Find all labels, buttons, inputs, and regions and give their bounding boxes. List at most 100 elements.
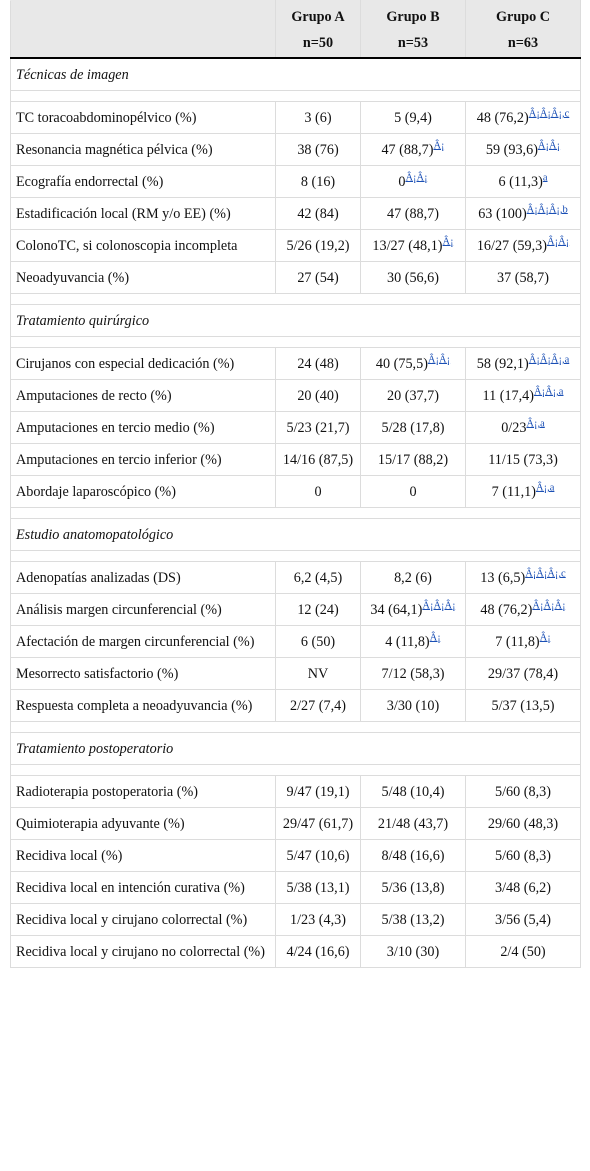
footnote-link[interactable]: Â¡,a <box>536 482 555 494</box>
cell-value: 11 (17,4) <box>482 388 535 404</box>
cell-value: 58 (92,1) <box>476 356 529 372</box>
table-row: Recidiva local en intención curativa (%)… <box>10 871 581 904</box>
section-row: Tratamiento quirúrgico <box>10 304 581 337</box>
row-label: Ecografía endorrectal (%) <box>10 165 276 198</box>
cell-value: 8 (16) <box>300 174 336 190</box>
cell-group-a: 14/16 (87,5) <box>275 443 361 476</box>
cell-group-a: 24 (48) <box>275 347 361 380</box>
cell-group-c: 29/60 (48,3) <box>465 807 581 840</box>
table-row: Cirujanos con especial dedicación (%) 24 … <box>10 347 581 380</box>
cell-value: 6 (50) <box>300 634 336 650</box>
cell-value: 34 (64,1) <box>370 602 423 618</box>
table-row: Mesorrecto satisfactorio (%) NV 7/12 (58,3… <box>10 657 581 690</box>
cell-value: 16/27 (59,3) <box>476 238 547 254</box>
footnote-link[interactable]: Â¡Â¡ <box>537 140 561 152</box>
cell-value: 2/4 (50) <box>500 944 546 960</box>
cell-group-a: 2/27 (7,4) <box>275 689 361 722</box>
cell-value: 27 (54) <box>297 270 339 286</box>
cell-group-a: 6 (50) <box>275 625 361 658</box>
cell-value: 4/24 (16,6) <box>286 944 350 960</box>
cell-value: 15/17 (88,2) <box>377 452 449 468</box>
cell-group-a: 5/38 (13,1) <box>275 871 361 904</box>
footnote-link[interactable]: Â¡Â¡Â¡,b <box>526 204 568 216</box>
cell-group-c: 58 (92,1)Â¡Â¡Â¡,a <box>465 347 581 380</box>
footnote-link[interactable]: Â¡ <box>433 140 445 152</box>
footnote-link[interactable]: Â¡ <box>539 632 551 644</box>
table-row: Abordaje laparoscópico (%) 0 0 7 (11,1)Â¡,a <box>10 475 581 508</box>
cell-group-b: 8/48 (16,6) <box>360 839 466 872</box>
cell-value: 7/12 (58,3) <box>381 666 445 682</box>
cell-group-a: 0 <box>275 475 361 508</box>
footnote-link[interactable]: Â¡Â¡Â¡,a <box>528 354 570 366</box>
row-label: Neoadyuvancia (%) <box>10 261 276 294</box>
cell-group-b: 8,2 (6) <box>360 561 466 594</box>
section-row: Estudio anatomopatológico <box>10 518 581 551</box>
cell-value: 8,2 (6) <box>394 570 432 586</box>
footnote-link[interactable]: a <box>542 172 548 184</box>
table-row: Respuesta completa a neoadyuvancia (%) 2/… <box>10 689 581 722</box>
row-label: Cirujanos con especial dedicación (%) <box>10 347 276 380</box>
cell-group-b: 4 (11,8)Â¡ <box>360 625 466 658</box>
footnote-link[interactable]: Â¡Â¡ <box>546 236 570 248</box>
cell-value: 13/27 (48,1) <box>372 238 443 254</box>
footnote-link[interactable]: Â¡Â¡Â¡ <box>422 600 456 612</box>
section-row: Tratamiento postoperatorio <box>10 732 581 765</box>
cell-value: 6 (11,3) <box>498 174 543 190</box>
cell-group-c: 7 (11,1)Â¡,a <box>465 475 581 508</box>
table-row: Resonancia magnética pélvica (%) 38 (76) 4… <box>10 133 581 166</box>
row-label: Amputaciones de recto (%) <box>10 379 276 412</box>
cell-value: 0/23 <box>501 420 527 436</box>
row-label: Amputaciones en tercio medio (%) <box>10 411 276 444</box>
cell-value: 5/28 (17,8) <box>381 420 445 436</box>
cell-value: 59 (93,6) <box>485 142 538 158</box>
footnote-link[interactable]: Â¡Â¡Â¡,c <box>528 108 570 120</box>
cell-group-c: 3/48 (6,2) <box>465 871 581 904</box>
cell-value: 0 <box>314 484 322 500</box>
spacer-cell <box>10 721 581 733</box>
spacer-cell <box>10 764 581 776</box>
cell-value: 3/48 (6,2) <box>495 880 551 896</box>
cell-group-b: 5/48 (10,4) <box>360 775 466 808</box>
table-row: Adenopatías analizadas (DS) 6,2 (4,5) 8,2 … <box>10 561 581 594</box>
section-spacer <box>10 721 581 733</box>
cell-value: 1/23 (4,3) <box>290 912 346 928</box>
cell-value: 5/38 (13,2) <box>381 912 445 928</box>
footnote-link[interactable]: Â¡Â¡Â¡,c <box>525 568 566 580</box>
cell-group-b: 5/36 (13,8) <box>360 871 466 904</box>
cell-group-b: 40 (75,5)Â¡Â¡ <box>360 347 466 380</box>
spacer-cell <box>10 90 581 102</box>
cell-group-c: 37 (58,7) <box>465 261 581 294</box>
cell-group-a: 29/47 (61,7) <box>275 807 361 840</box>
table-row: Recidiva local (%) 5/47 (10,6) 8/48 (16,6)… <box>10 839 581 872</box>
cell-group-a: 12 (24) <box>275 593 361 626</box>
cell-group-c: 7 (11,8)Â¡ <box>465 625 581 658</box>
footnote-link[interactable]: Â¡Â¡ <box>405 172 428 184</box>
footnote-link[interactable]: Â¡ <box>429 632 441 644</box>
footnote-link[interactable]: Â¡,a <box>526 418 545 430</box>
footnote-link[interactable]: Â¡Â¡Â¡ <box>532 600 566 612</box>
table-row: ColonoTC, si colonoscopia incompleta 5/26… <box>10 229 581 262</box>
row-label: Abordaje laparoscópico (%) <box>10 475 276 508</box>
cell-group-c: 5/37 (13,5) <box>465 689 581 722</box>
footnote-link[interactable]: Â¡ <box>442 236 454 248</box>
cell-value: 0 <box>409 484 417 500</box>
cell-value: 29/47 (61,7) <box>282 816 354 832</box>
table-row: Ecografía endorrectal (%) 8 (16) 0Â¡Â¡ 6 (1… <box>10 165 581 198</box>
cell-value: 63 (100) <box>478 206 527 222</box>
cell-value: 5/48 (10,4) <box>381 784 445 800</box>
cell-value: 5/23 (21,7) <box>286 420 350 436</box>
cell-value: 5/60 (8,3) <box>495 848 551 864</box>
cell-group-a: 38 (76) <box>275 133 361 166</box>
footnote-link[interactable]: Â¡Â¡ <box>427 354 451 366</box>
cell-group-b: 0Â¡Â¡ <box>360 165 466 198</box>
cell-group-c: 29/37 (78,4) <box>465 657 581 690</box>
cell-group-c: 11/15 (73,3) <box>465 443 581 476</box>
row-label: TC toracoabdominopélvico (%) <box>10 101 276 134</box>
footnote-link[interactable]: Â¡Â¡,a <box>534 386 564 398</box>
header-blank <box>10 0 276 59</box>
cell-value: 8/48 (16,6) <box>381 848 445 864</box>
